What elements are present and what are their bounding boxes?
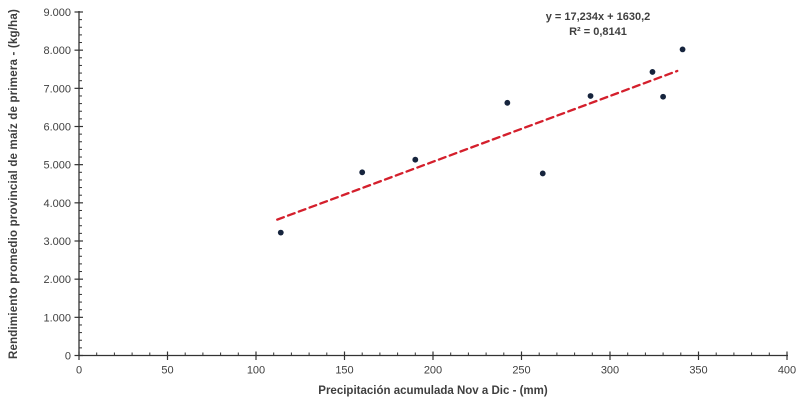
trendline: [276, 69, 679, 221]
y-tick-label: 5.000: [43, 160, 71, 172]
y-tick-label: 9.000: [43, 7, 71, 19]
y-tick-label: 4.000: [43, 198, 71, 210]
data-point: [649, 69, 656, 75]
y-tick-label: 0: [65, 351, 71, 363]
data-point: [660, 93, 666, 100]
x-tick-label: 300: [601, 365, 619, 377]
y-axis-title: Rendimiento promedio provincial de maíz …: [8, 8, 20, 360]
y-tick-label: 2.000: [43, 274, 71, 286]
x-tick-label: 200: [424, 365, 442, 377]
trendline-equation-text: y = 17,234x + 1630,2: [545, 11, 651, 23]
x-tick-label: 50: [161, 365, 173, 377]
data-point: [504, 99, 511, 106]
y-tick-label: 3.000: [43, 236, 71, 248]
x-tick-label: 400: [778, 365, 796, 377]
trendline-equation-label: y = 17,234x + 1630,2 R² = 0,8141: [546, 10, 651, 40]
data-point: [539, 170, 546, 177]
data-point: [679, 46, 686, 53]
y-tick-label: 8.000: [43, 45, 71, 57]
x-tick-label: 250: [512, 365, 530, 377]
y-tick-label: 6.000: [43, 122, 71, 134]
y-tick-label: 1.000: [43, 312, 71, 324]
data-point: [412, 156, 419, 163]
x-tick-label: 350: [689, 365, 707, 377]
y-tick-label: 7.000: [43, 83, 71, 95]
data-point: [277, 229, 284, 236]
x-axis-title: Precipitación acumulada Nov a Dic - (mm): [318, 385, 548, 397]
x-tick-label: 150: [335, 365, 353, 377]
data-point: [587, 93, 594, 99]
x-tick-label: 100: [247, 365, 265, 377]
trendline-r-squared-text: R² = 0,8141: [569, 26, 627, 38]
x-tick-label: 0: [76, 365, 82, 377]
data-point: [359, 169, 366, 176]
